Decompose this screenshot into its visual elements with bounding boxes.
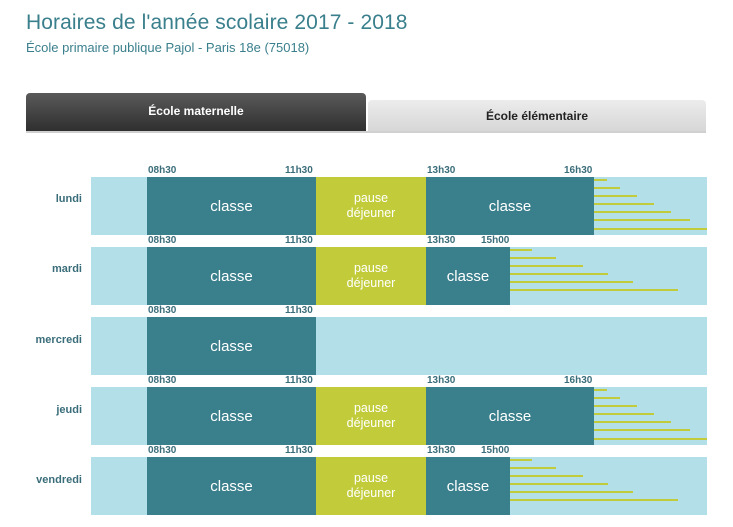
day-row-vendredi: classe pause déjeuner classe (91, 457, 707, 515)
time-label: 08h30 (148, 375, 177, 386)
classe-block: classe (147, 387, 316, 445)
periscolaire-stripe (510, 289, 678, 291)
time-label: 11h30 (285, 375, 313, 386)
day-label-mercredi: mercredi (35, 334, 82, 346)
pause-dejeuner-block: pause déjeuner (316, 177, 426, 235)
periscolaire-stripe (594, 421, 671, 423)
pause-dejeuner-block: pause déjeuner (316, 247, 426, 305)
time-label: 13h30 (427, 165, 456, 176)
periscolaire-stripe (510, 265, 583, 267)
time-label: 08h30 (148, 165, 177, 176)
periscolaire-stripe (594, 179, 607, 181)
day-row-lundi: classe pause déjeuner classe (91, 177, 707, 235)
time-label: 11h30 (285, 165, 313, 176)
day-label-lundi: lundi (55, 193, 82, 205)
periscolaire-stripe (510, 459, 532, 461)
classe-block: classe (147, 247, 316, 305)
day-row-mercredi: classe (91, 317, 707, 375)
page-subtitle: École primaire publique Pajol - Paris 18… (26, 40, 310, 55)
day-label-vendredi: vendredi (36, 474, 82, 486)
day-label-mardi: mardi (52, 263, 82, 275)
time-label: 08h30 (148, 235, 177, 246)
periscolaire-stripe (594, 405, 637, 407)
classe-block: classe (147, 317, 316, 375)
periscolaire-stripe (594, 397, 620, 399)
tab-divider (26, 131, 706, 133)
day-row-jeudi: classe pause déjeuner classe (91, 387, 707, 445)
periscolaire-stripe (594, 203, 654, 205)
periscolaire-stripe (510, 483, 608, 485)
periscolaire-stripe (510, 475, 583, 477)
time-label: 13h30 (427, 375, 456, 386)
pause-dejeuner-block: pause déjeuner (316, 457, 426, 515)
time-label: 11h30 (285, 235, 313, 246)
tab-ecole-maternelle[interactable]: École maternelle (26, 93, 366, 131)
time-label: 15h00 (481, 235, 510, 246)
day-label-jeudi: jeudi (56, 404, 82, 416)
periscolaire-stripe (594, 413, 654, 415)
time-label: 08h30 (148, 445, 177, 456)
periscolaire-stripe (510, 281, 633, 283)
time-label: 11h30 (285, 445, 313, 456)
periscolaire-stripe (510, 467, 556, 469)
classe-block: classe (147, 177, 316, 235)
periscolaire-stripe (510, 273, 608, 275)
time-label: 13h30 (427, 445, 456, 456)
pause-dejeuner-block: pause déjeuner (316, 387, 426, 445)
time-label: 16h30 (564, 375, 593, 386)
classe-block: classe (426, 247, 510, 305)
periscolaire-stripe (510, 499, 678, 501)
page-title: Horaires de l'année scolaire 2017 - 2018 (26, 11, 408, 34)
periscolaire-stripe (510, 491, 633, 493)
periscolaire-stripe (594, 195, 637, 197)
periscolaire-stripe (594, 211, 671, 213)
time-label: 11h30 (285, 305, 313, 316)
periscolaire-stripe (594, 389, 607, 391)
periscolaire-stripe (594, 429, 690, 431)
time-label: 16h30 (564, 165, 593, 176)
day-row-mardi: classe pause déjeuner classe (91, 247, 707, 305)
classe-block: classe (426, 457, 510, 515)
time-label: 15h00 (481, 445, 510, 456)
periscolaire-stripe (510, 249, 532, 251)
periscolaire-stripe (594, 228, 707, 230)
time-label: 08h30 (148, 305, 177, 316)
periscolaire-stripe (594, 187, 620, 189)
periscolaire-stripe (594, 438, 707, 440)
classe-block: classe (147, 457, 316, 515)
periscolaire-stripe (594, 219, 690, 221)
classe-block: classe (426, 177, 594, 235)
periscolaire-stripe (510, 257, 556, 259)
time-label: 13h30 (427, 235, 456, 246)
tab-ecole-elementaire[interactable]: École élémentaire (368, 100, 706, 132)
classe-block: classe (426, 387, 594, 445)
